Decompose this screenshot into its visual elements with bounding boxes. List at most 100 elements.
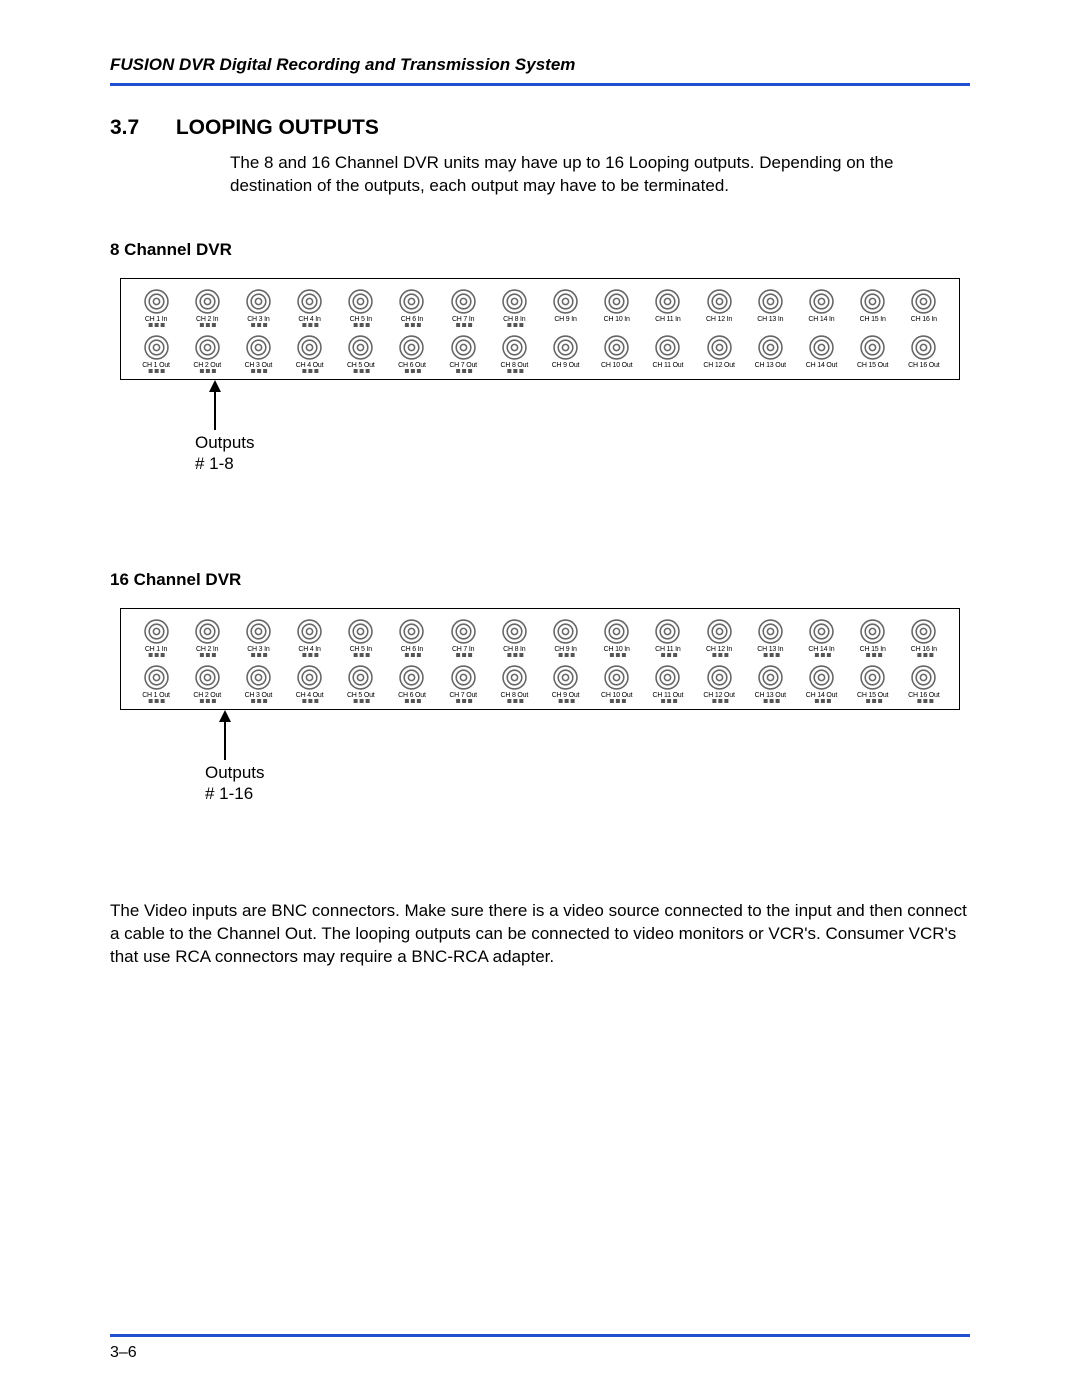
bnc-connector: CH 8 Out — [489, 665, 539, 699]
header-rule — [110, 83, 970, 86]
bnc-connector: CH 8 In — [489, 289, 539, 323]
connector-label: CH 2 Out — [193, 692, 221, 699]
bnc-connector: CH 7 Out — [438, 335, 488, 369]
connector-label: CH 1 Out — [142, 362, 170, 369]
connector-label: CH 6 Out — [398, 362, 426, 369]
bnc-connector: CH 15 Out — [848, 335, 898, 369]
connector-label: CH 2 Out — [193, 362, 221, 369]
connector-label: CH 12 Out — [703, 362, 734, 369]
connector-label: CH 8 Out — [501, 362, 529, 369]
connector-label: CH 6 In — [401, 316, 423, 323]
connector-label: CH 14 Out — [806, 692, 837, 699]
arrow-icon — [120, 380, 320, 440]
bnc-connector: CH 11 Out — [643, 665, 693, 699]
bnc-connector: CH 4 In — [285, 289, 335, 323]
bnc-connector: CH 13 Out — [745, 335, 795, 369]
bnc-connector: CH 4 Out — [285, 335, 335, 369]
bnc-connector: CH 5 Out — [336, 665, 386, 699]
connector-label: CH 16 Out — [908, 692, 939, 699]
bnc-connector: CH 11 Out — [643, 335, 693, 369]
bnc-connector: CH 6 Out — [387, 665, 437, 699]
bnc-connector: CH 16 In — [899, 619, 949, 653]
section-heading: 3.7 LOOPING OUTPUTS — [110, 116, 970, 140]
connector-label: CH 13 In — [757, 646, 783, 653]
bnc-connector: CH 9 In — [541, 619, 591, 653]
connector-label: CH 9 In — [554, 316, 576, 323]
bnc-connector: CH 14 Out — [796, 335, 846, 369]
bnc-connector: CH 16 Out — [899, 665, 949, 699]
connector-label: CH 4 Out — [296, 692, 324, 699]
bnc-connector: CH 15 Out — [848, 665, 898, 699]
bnc-connector: CH 16 In — [899, 289, 949, 323]
diagram-16ch-panel: CH 1 InCH 2 InCH 3 InCH 4 InCH 5 InCH 6 … — [120, 608, 960, 710]
connector-label: CH 9 In — [554, 646, 576, 653]
bnc-connector: CH 10 In — [592, 289, 642, 323]
connector-label: CH 16 In — [911, 646, 937, 653]
section-title: LOOPING OUTPUTS — [176, 116, 379, 139]
connector-label: CH 1 In — [145, 316, 167, 323]
diagram-8ch-heading: 8 Channel DVR — [110, 240, 970, 260]
bnc-connector: CH 4 Out — [285, 665, 335, 699]
body-paragraph: The Video inputs are BNC connectors. Mak… — [110, 900, 970, 969]
connector-label: CH 3 In — [247, 646, 269, 653]
diagram-8ch: 8 Channel DVR CH 1 In CH 2 In CH 3 In CH 4 … — [110, 240, 970, 470]
page-number: 3–6 — [110, 1344, 137, 1362]
bnc-connector: CH 10 In — [592, 619, 642, 653]
bnc-connector: CH 2 In — [182, 289, 232, 323]
bnc-connector: CH 3 In — [233, 619, 283, 653]
bnc-connector: CH 7 In — [438, 289, 488, 323]
dash-marks — [127, 323, 547, 327]
bnc-connector: CH 13 In — [745, 619, 795, 653]
bnc-connector: CH 10 Out — [592, 665, 642, 699]
bnc-connector: CH 3 In — [233, 289, 283, 323]
bnc-connector: CH 7 Out — [438, 665, 488, 699]
connector-label: CH 16 In — [911, 316, 937, 323]
connector-label: CH 2 In — [196, 646, 218, 653]
connector-label: CH 1 Out — [142, 692, 170, 699]
bnc-connector: CH 9 Out — [541, 335, 591, 369]
bnc-connector: CH 2 Out — [182, 335, 232, 369]
bnc-connector: CH 2 Out — [182, 665, 232, 699]
arrow-icon — [120, 710, 320, 770]
connector-label: CH 9 Out — [552, 692, 580, 699]
connector-label: CH 15 Out — [857, 362, 888, 369]
bnc-connector: CH 8 In — [489, 619, 539, 653]
bnc-connector: CH 11 In — [643, 289, 693, 323]
connector-label: CH 1 In — [145, 646, 167, 653]
connector-label: CH 8 In — [503, 646, 525, 653]
bnc-connector: CH 5 In — [336, 289, 386, 323]
connector-label: CH 4 In — [298, 646, 320, 653]
connector-label: CH 6 In — [401, 646, 423, 653]
bnc-connector: CH 9 In — [541, 289, 591, 323]
bnc-connector: CH 13 Out — [745, 665, 795, 699]
connector-label: CH 2 In — [196, 316, 218, 323]
connector-label: CH 10 In — [604, 316, 630, 323]
bnc-connector: CH 3 Out — [233, 335, 283, 369]
dash-marks — [127, 699, 953, 703]
connector-label: CH 13 Out — [755, 692, 786, 699]
connector-label: CH 3 In — [247, 316, 269, 323]
bnc-connector: CH 8 Out — [489, 335, 539, 369]
connector-label: CH 7 In — [452, 316, 474, 323]
connector-label: CH 15 Out — [857, 692, 888, 699]
connector-label: CH 15 In — [860, 316, 886, 323]
connector-label: CH 5 Out — [347, 692, 375, 699]
section-intro: The 8 and 16 Channel DVR units may have … — [230, 152, 970, 198]
connector-label: CH 13 Out — [755, 362, 786, 369]
bnc-connector: CH 12 Out — [694, 335, 744, 369]
connector-label: CH 14 Out — [806, 362, 837, 369]
diagram-8ch-callout: Outputs # 1-8 — [195, 432, 255, 475]
connector-label: CH 9 Out — [552, 362, 580, 369]
bnc-connector: CH 7 In — [438, 619, 488, 653]
connector-label: CH 13 In — [757, 316, 783, 323]
connector-label: CH 5 Out — [347, 362, 375, 369]
bnc-connector: CH 14 Out — [796, 665, 846, 699]
connector-label: CH 12 In — [706, 646, 732, 653]
connector-label: CH 11 In — [655, 316, 681, 323]
bnc-connector: CH 12 Out — [694, 665, 744, 699]
bnc-connector: CH 10 Out — [592, 335, 642, 369]
connector-label: CH 12 Out — [703, 692, 734, 699]
page-header-title: FUSION DVR Digital Recording and Transmi… — [110, 55, 970, 83]
connector-label: CH 11 Out — [653, 692, 684, 699]
connector-label: CH 10 In — [604, 646, 630, 653]
